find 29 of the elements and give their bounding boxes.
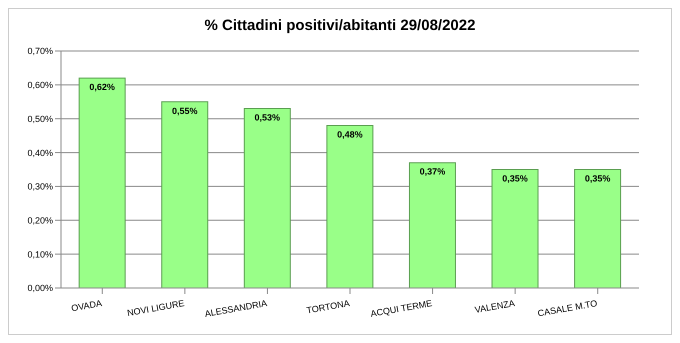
data-label: 0,55%	[172, 106, 198, 116]
y-tick-label: 0,30%	[27, 182, 53, 192]
bar	[326, 124, 374, 288]
y-tick-label: 0,50%	[27, 114, 53, 124]
data-label: 0,35%	[502, 174, 528, 184]
bar	[492, 169, 539, 288]
y-tick-label: 0,40%	[27, 148, 53, 158]
bar	[161, 101, 208, 288]
y-tick-label: 0,70%	[27, 46, 53, 56]
x-tick-label: VALENZA	[474, 298, 516, 315]
data-label: 0,37%	[420, 166, 446, 177]
x-tick-label: ACQUI TERME	[370, 298, 433, 319]
bar	[78, 78, 126, 288]
data-label: 0,48%	[337, 129, 363, 140]
bar	[574, 169, 622, 288]
data-label: 0,62%	[89, 82, 115, 92]
y-tick-label: 0,10%	[27, 249, 53, 260]
bar	[244, 108, 291, 288]
x-tick-label: NOVI LIGURE	[126, 298, 186, 318]
data-label: 0,53%	[254, 112, 280, 123]
y-tick-label: 0,20%	[27, 215, 53, 226]
x-tick-label: CASALE M.TO	[536, 298, 598, 318]
x-tick-label: TORTONA	[306, 298, 350, 316]
data-label: 0,35%	[584, 174, 610, 184]
x-tick-label: OVADA	[70, 298, 103, 314]
bar	[408, 162, 456, 288]
chart-title: % Cittadini positivi/abitanti 29/08/2022	[204, 16, 476, 36]
y-tick-label: 0,00%	[27, 283, 53, 294]
y-tick-label: 0,60%	[27, 80, 53, 90]
